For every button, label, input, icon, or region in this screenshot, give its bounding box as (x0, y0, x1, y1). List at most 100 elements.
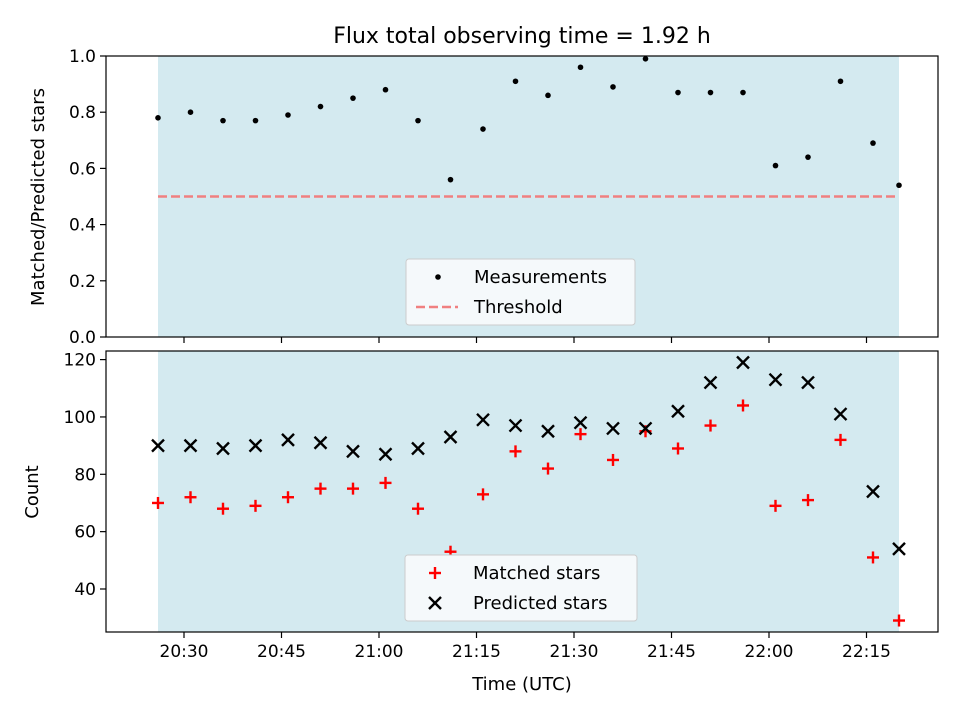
measurement-point (545, 92, 551, 99)
predicted-star-point (866, 484, 880, 499)
predicted-star-point (638, 421, 653, 436)
measurement-point (187, 109, 194, 115)
measurement-points (155, 56, 902, 189)
matched-star-point (769, 499, 782, 512)
y-tick-label: 0.8 (69, 103, 96, 123)
measurement-point (220, 117, 226, 124)
matched-star-point (152, 496, 164, 509)
measurement-point (610, 84, 616, 90)
legend-predicted-label: Predicted stars (473, 593, 607, 614)
predicted-star-point (801, 375, 815, 390)
matched-star-point (347, 482, 359, 495)
predicted-star-point (768, 372, 783, 387)
matched-star-point (802, 494, 814, 507)
predicted-star-point (281, 433, 295, 447)
y-tick-label: 0.4 (69, 216, 96, 236)
x-tick-label: 20:45 (257, 642, 306, 662)
y-tick-label: 0.0 (69, 328, 96, 348)
predicted-star-point (671, 404, 685, 419)
y-tick-label: 0.2 (69, 272, 96, 292)
measurement-point (252, 117, 259, 124)
legend-matched-marker (429, 567, 441, 579)
predicted-star-point (606, 421, 620, 436)
matched-star-point (282, 491, 294, 504)
y-tick-label: 80 (74, 465, 96, 485)
predicted-star-point (378, 447, 393, 462)
y-tick-label: 40 (74, 580, 96, 600)
y-tick-label: 1.0 (69, 47, 96, 67)
matched-star-point (607, 453, 619, 466)
measurement-point (285, 112, 291, 118)
matched-star-point (314, 482, 327, 495)
x-axis-label: Time (UTC) (471, 674, 572, 695)
matched-star-point (412, 502, 424, 515)
measurement-point (317, 103, 324, 110)
measurement-point (155, 115, 161, 121)
bottom-plot-frame (105, 350, 939, 633)
measurement-point (382, 86, 389, 93)
predicted-star-point (541, 424, 555, 439)
top-y-ticks: 0.0 0.2 0.4 0.6 0.8 1.0 (69, 47, 106, 348)
matched-star-point (867, 551, 879, 564)
predicted-star-point (703, 375, 718, 390)
predicted-star-point (151, 438, 165, 453)
predicted-star-point (411, 441, 425, 456)
measurement-point (837, 78, 844, 85)
measurement-point (447, 176, 454, 183)
x-tick-label: 20:30 (160, 642, 209, 662)
measurement-point (642, 56, 649, 62)
matched-star-point (249, 499, 262, 512)
matched-star-point (704, 419, 717, 432)
predicted-star-point (313, 435, 328, 450)
y-tick-label: 0.6 (69, 159, 96, 179)
bottom-panel: 40 60 80 100 120 20:30 20:45 21:00 21:15 21:30 21… (22, 350, 939, 695)
matched-star-point (672, 442, 684, 455)
top-y-axis-label: Matched/Predicted stars (28, 88, 49, 306)
bottom-legend-box (404, 554, 638, 622)
top-plot-frame (105, 55, 939, 338)
predicted-star-point (476, 412, 490, 427)
legend-measurements-label: Measurements (474, 267, 607, 288)
measurement-point (415, 117, 421, 124)
x-tick-label: 21:45 (647, 642, 696, 662)
y-tick-label: 100 (64, 408, 96, 428)
predicted-star-point (216, 441, 230, 456)
predicted-star-point (892, 541, 906, 556)
matched-star-point (477, 488, 489, 501)
top-x-ticks (183, 337, 868, 343)
matched-star-point (542, 462, 554, 475)
bottom-y-axis-label: Count (22, 465, 43, 518)
matched-star-point (834, 433, 847, 446)
measurement-point (577, 64, 584, 71)
x-tick-label: 21:30 (550, 642, 599, 662)
top-legend: Measurements Threshold (405, 258, 636, 326)
legend-threshold-label: Threshold (473, 297, 563, 318)
predicted-star-point (183, 438, 198, 453)
top-legend-box (405, 258, 636, 326)
matched-star-point (509, 445, 522, 458)
predicted-star-point (736, 355, 750, 370)
legend-predicted-marker (428, 596, 442, 610)
predicted-star-point (508, 418, 523, 433)
x-tick-label: 22:00 (745, 642, 794, 662)
predicted-star-point (573, 415, 588, 430)
x-tick-label: 22:15 (842, 642, 891, 662)
chart-title: Flux total observing time = 1.92 h (333, 24, 711, 49)
measurement-point (772, 162, 779, 169)
matched-star-point (217, 502, 229, 515)
predicted-star-point (443, 430, 458, 444)
predicted-star-point (346, 444, 360, 459)
matched-star-point (184, 491, 197, 504)
predicted-star-point (248, 438, 263, 453)
y-tick-label: 60 (74, 523, 96, 543)
y-tick-label: 120 (64, 351, 96, 371)
bottom-y-ticks: 40 60 80 100 120 (64, 351, 106, 600)
matched-star-point (574, 428, 587, 441)
matched-star-point (737, 399, 749, 412)
measurement-point (805, 154, 811, 160)
measurement-point (707, 89, 714, 96)
measurement-point (870, 140, 876, 146)
measurement-point (512, 78, 519, 85)
x-tick-label: 21:15 (452, 642, 501, 662)
